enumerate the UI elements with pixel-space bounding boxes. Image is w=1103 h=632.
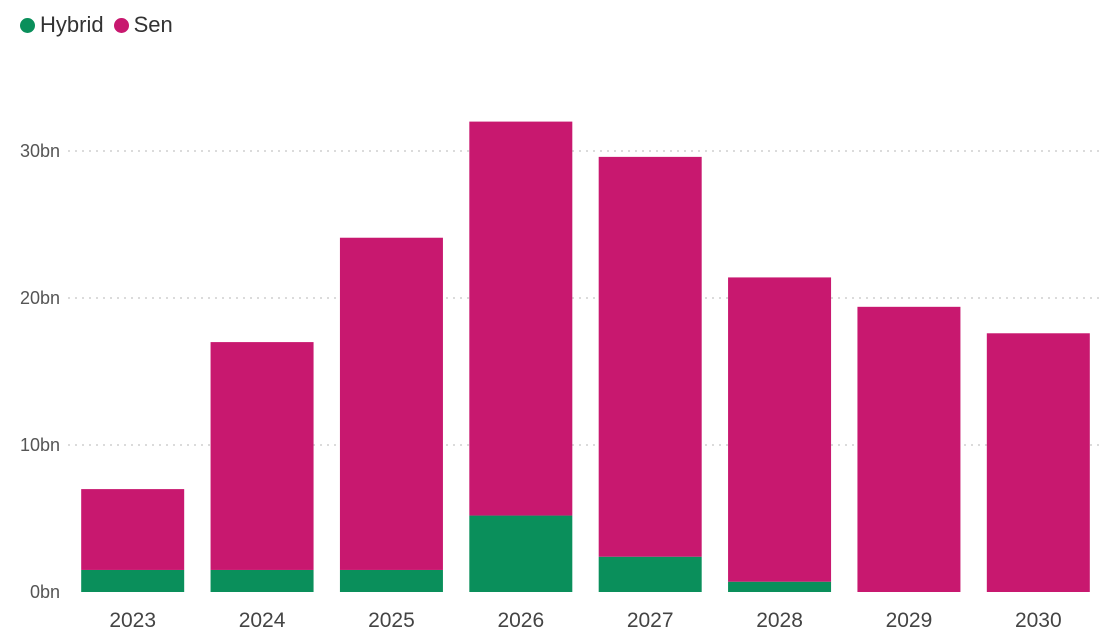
bar-sen-2029[interactable] <box>857 306 961 592</box>
bar-hybrid-2027[interactable] <box>598 556 702 592</box>
x-tick-label: 2030 <box>1015 609 1062 632</box>
x-tick-label: 2028 <box>756 609 803 632</box>
bar-sen-2026[interactable] <box>469 121 573 516</box>
y-tick-label: 30bn <box>20 141 60 161</box>
bar-sen-2027[interactable] <box>598 156 702 557</box>
bar-hybrid-2023[interactable] <box>81 569 185 592</box>
bar-sen-2028[interactable] <box>728 277 832 582</box>
legend-item-sen[interactable]: Sen <box>113 12 173 38</box>
y-tick-label: 20bn <box>20 288 60 308</box>
y-tick-label: 10bn <box>20 435 60 455</box>
bar-hybrid-2026[interactable] <box>469 515 573 592</box>
bar-sen-2024[interactable] <box>210 342 314 570</box>
bar-sen-2023[interactable] <box>81 489 185 570</box>
bar-hybrid-2024[interactable] <box>210 569 314 592</box>
legend-swatch-hybrid <box>20 17 35 33</box>
x-tick-label: 2026 <box>497 609 544 632</box>
legend-swatch-sen <box>113 17 129 33</box>
legend-label-hybrid: Hybrid <box>40 12 104 37</box>
x-tick-label: 2024 <box>239 609 286 632</box>
x-tick-label: 2023 <box>109 609 156 632</box>
bar-hybrid-2028[interactable] <box>728 581 832 592</box>
legend: Hybrid Sen <box>20 12 173 38</box>
x-tick-label: 2025 <box>368 609 415 632</box>
y-tick-label: 0bn <box>30 582 60 602</box>
legend-label-sen: Sen <box>133 12 173 37</box>
bar-hybrid-2025[interactable] <box>339 569 443 592</box>
legend-item-hybrid[interactable]: Hybrid <box>20 12 104 38</box>
bar-sen-2030[interactable] <box>986 333 1090 592</box>
x-tick-label: 2027 <box>627 609 674 632</box>
bar-sen-2025[interactable] <box>339 237 443 570</box>
x-tick-label: 2029 <box>886 609 933 632</box>
